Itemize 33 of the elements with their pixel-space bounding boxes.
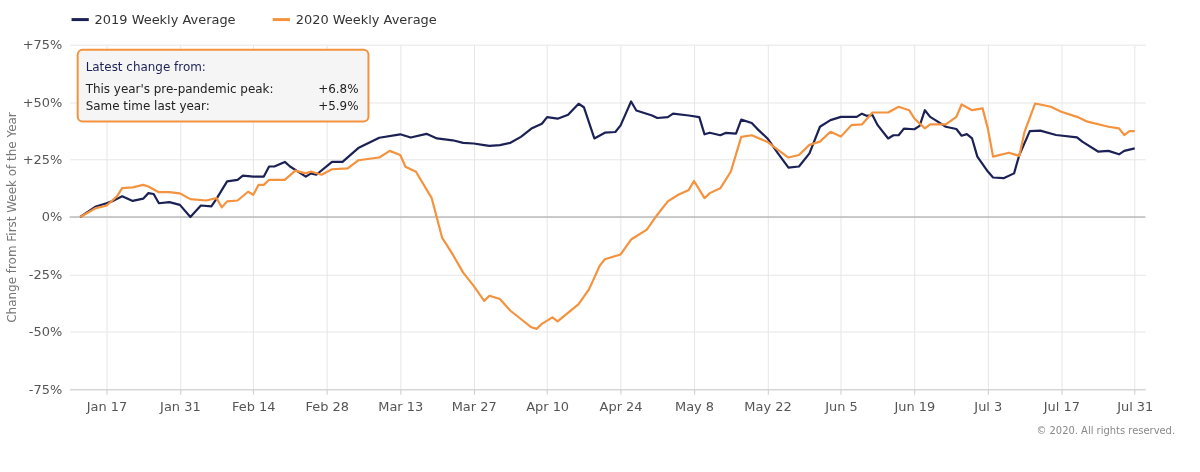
- annotation: +6.8%: [318, 81, 359, 96]
- annotation: Latest change from:: [85, 59, 206, 74]
- legend-label: 2019 Weekly Average: [94, 11, 236, 27]
- x-tick-label: Mar 27: [451, 398, 497, 414]
- line-series: [79, 102, 1136, 330]
- y-tick-label: -75%: [28, 381, 63, 397]
- x-tick-label: Apr 24: [599, 398, 643, 414]
- y-tick-label: 0%: [41, 209, 63, 225]
- line-series: [79, 100, 1136, 219]
- text: © 2020. All rights reserved.: [1036, 425, 1176, 437]
- legend-label: 2020 Weekly Average: [295, 11, 437, 27]
- x-tick-label: Jul 17: [1042, 398, 1080, 414]
- y-tick-label: -25%: [28, 266, 63, 282]
- x-tick-label: Jun 19: [893, 398, 936, 414]
- x-tick-label: Feb 14: [232, 398, 276, 414]
- y-tick-label: -50%: [28, 324, 63, 340]
- annotation: +5.9%: [318, 99, 359, 114]
- x-tick-label: May 8: [674, 398, 715, 414]
- x-tick-label: Jan 17: [85, 398, 128, 414]
- x-tick-label: May 22: [744, 398, 792, 414]
- x-tick-label: Jul 3: [973, 398, 1003, 414]
- x-tick-label: Jan 31: [159, 398, 201, 414]
- x-tick-label: Jul 31: [1116, 398, 1154, 414]
- x-tick-label: Jun 5: [824, 398, 858, 414]
- y-tick-label: +25%: [22, 152, 63, 168]
- x-tick-label: Mar 13: [378, 398, 424, 414]
- annotation: Same time last year:: [85, 99, 210, 114]
- annotation: This year's pre-pandemic peak:: [84, 81, 274, 96]
- y-axis-title: Change from First Week of the Year: [4, 112, 19, 323]
- x-tick-label: Apr 10: [526, 398, 570, 414]
- x-tick-label: Feb 28: [305, 398, 350, 414]
- y-tick-label: +75%: [22, 37, 63, 53]
- y-tick-label: +50%: [22, 94, 63, 110]
